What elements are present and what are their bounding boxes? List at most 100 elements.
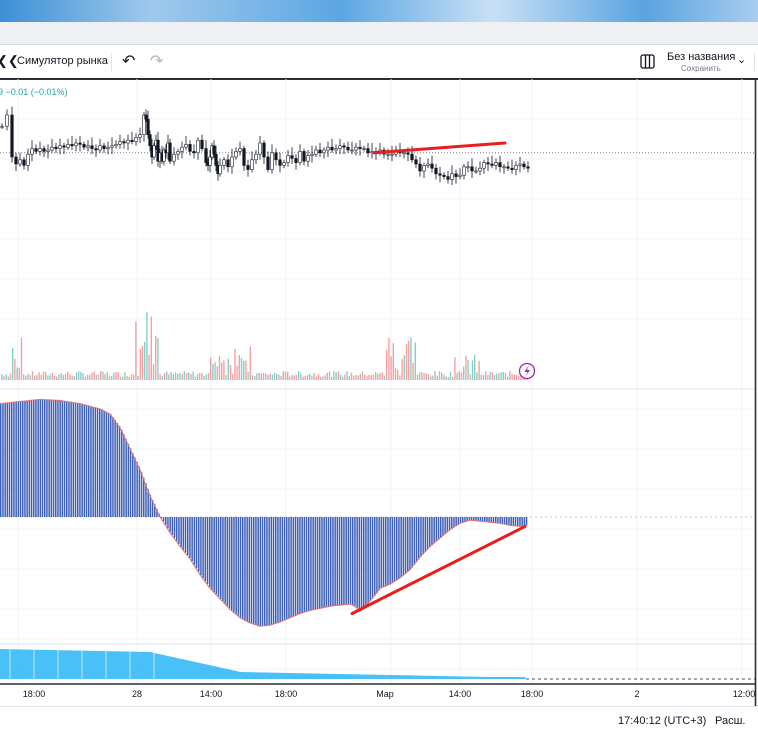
macd-bar	[224, 517, 226, 604]
replay-button[interactable]: Симулятор рынка	[17, 55, 108, 67]
macd-bar	[30, 400, 33, 517]
macd-bar	[288, 517, 290, 619]
macd-bar	[437, 517, 440, 540]
volume-bar	[5, 374, 7, 380]
candle	[338, 145, 342, 149]
candle	[238, 148, 242, 152]
candle	[218, 165, 222, 175]
macd-bar	[103, 410, 105, 517]
candle	[438, 173, 442, 176]
candle	[410, 153, 414, 161]
macd-bar	[352, 517, 354, 605]
candle	[5, 114, 9, 127]
undo-icon[interactable]: ↶	[122, 53, 136, 70]
candle	[258, 142, 262, 155]
volume-bar	[368, 375, 370, 380]
volume-bar	[91, 372, 93, 380]
chart-svg[interactable]: 9 −0.01 (−0.01%) 18:00 28 14:00 18:00 Мар 14:…	[0, 79, 758, 706]
macd-bar	[453, 517, 455, 528]
volume-bar	[75, 372, 78, 380]
volume-bar	[185, 373, 188, 380]
candle	[270, 152, 274, 170]
macd-bar	[261, 517, 264, 627]
volume-bar	[155, 335, 157, 380]
volume-bar	[432, 375, 434, 380]
volume-bar	[12, 347, 14, 380]
candle	[144, 114, 148, 120]
macd-bar	[283, 517, 286, 621]
status-bar: 17:40:12 (UTC+3) Расш.	[0, 706, 758, 737]
candle	[406, 152, 410, 155]
chevron-down-icon[interactable]: ⌄	[737, 54, 747, 66]
candle	[366, 148, 370, 154]
volume-bar	[64, 374, 67, 380]
macd-bar	[63, 401, 66, 517]
volume-bar	[403, 355, 405, 380]
candle	[274, 152, 278, 161]
macd-bar	[345, 517, 347, 605]
layout-name[interactable]: Без названия	[667, 51, 736, 63]
macd-bar	[246, 517, 248, 622]
layout-icon[interactable]	[640, 54, 655, 69]
candle	[106, 146, 110, 149]
volume-bar	[390, 356, 392, 380]
price-pane	[0, 106, 755, 185]
macd-bar	[358, 517, 361, 611]
macd-bar	[299, 517, 301, 614]
macd-bar	[198, 517, 200, 572]
candle	[330, 146, 334, 151]
volume-bar	[482, 375, 485, 380]
replay-icon[interactable]: ❮❮	[0, 53, 19, 68]
volume-bar	[408, 340, 410, 380]
volume-bar	[405, 343, 408, 380]
macd-bar	[382, 517, 385, 588]
macd-bar	[506, 517, 508, 525]
volume-bar	[372, 374, 375, 380]
macd-bar	[314, 517, 317, 610]
extended-hours-toggle[interactable]: Расш.	[715, 715, 746, 727]
macd-bar	[107, 412, 110, 517]
volume-bar	[419, 372, 421, 380]
volume-bar	[302, 376, 304, 380]
macd-bar	[321, 517, 323, 609]
volume-bar	[82, 373, 84, 380]
macd-bar	[488, 517, 490, 523]
macd-bar	[112, 417, 114, 517]
volume-bar	[18, 367, 20, 380]
top-toolbar: ❮❮ Симулятор рынка ↶ ↷ Без названия Сохр…	[0, 45, 758, 80]
volume-bar	[150, 316, 152, 380]
macd-bar	[497, 517, 499, 524]
volume-bar	[342, 376, 344, 380]
volume-bar	[513, 374, 515, 380]
candle	[354, 146, 358, 151]
candle	[486, 162, 490, 165]
chart-area[interactable]: 9 −0.01 (−0.01%) 18:00 28 14:00 18:00 Мар 14:…	[0, 79, 758, 706]
x-axis: 18:00 28 14:00 18:00 Мар 14:00 18:00 2 12:00	[0, 683, 755, 699]
clock-readout[interactable]: 17:40:12 (UTC+3)	[618, 715, 707, 727]
volume-bar	[320, 376, 322, 380]
candle	[434, 167, 438, 175]
macd-bar	[503, 517, 506, 525]
volume-bar	[449, 371, 452, 380]
candle	[326, 146, 330, 151]
redo-icon[interactable]: ↷	[150, 53, 164, 70]
candle	[184, 144, 188, 148]
candle	[390, 153, 394, 156]
macd-bar	[389, 517, 391, 585]
volume-bar	[243, 360, 245, 380]
volume-bar	[229, 365, 232, 380]
volume-bar	[139, 349, 141, 380]
volume-bar	[108, 375, 111, 380]
macd-bar	[57, 400, 59, 517]
volume-bar	[122, 376, 124, 380]
volume-bar	[456, 372, 458, 380]
macd-bar	[127, 443, 130, 517]
macd-bar	[334, 517, 336, 606]
candle	[82, 144, 86, 148]
volume-bar	[379, 372, 381, 380]
macd-bar	[105, 411, 108, 517]
macd-bar	[371, 517, 374, 599]
lightning-icon[interactable]	[518, 362, 536, 380]
candle	[246, 165, 250, 170]
macd-bar	[477, 517, 479, 521]
